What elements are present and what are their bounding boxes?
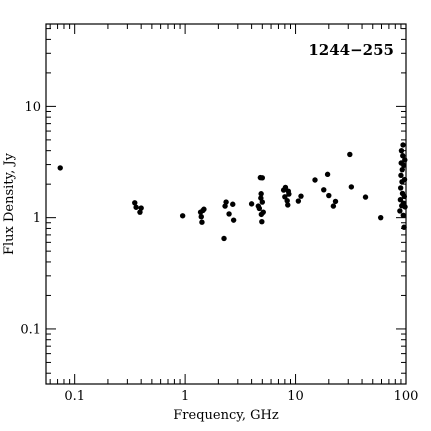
data-point [285,202,291,208]
data-point [295,198,302,204]
data-point [137,209,143,215]
data-point [230,217,237,223]
data-point [259,175,266,181]
data-point [133,204,139,210]
data-point [401,176,408,183]
data-point [298,193,304,199]
data-point [397,208,403,214]
data-point [348,184,355,190]
x-tick-label: 10 [287,389,304,404]
x-tick-label: 1 [181,389,189,404]
data-point [402,204,408,210]
y-tick-label: 10 [24,100,41,115]
data-point [399,166,405,173]
data-point [398,147,405,154]
data-point [286,191,292,197]
data-point [198,214,204,220]
data-point [226,211,232,217]
data-point [138,205,144,211]
data-point [259,199,266,205]
data-point [400,142,406,148]
data-point [256,205,263,212]
data-point [400,212,406,219]
data-point [132,200,138,206]
data-point [223,199,229,205]
data-point [324,171,331,178]
data-point [332,198,339,205]
data-point [282,194,288,200]
data-point [400,153,406,159]
data-point [230,201,236,207]
data-point [347,151,353,158]
data-point [258,191,264,197]
data-point [398,172,404,179]
y-axis-label: Flux Density, Jy [2,152,17,255]
data-point [377,214,384,221]
data-point [57,165,63,171]
data-point [282,184,289,191]
data-point [201,206,207,212]
data-point [401,193,407,200]
chart-title: 1244−255 [308,41,394,59]
data-point [401,224,407,230]
data-point [199,219,205,225]
data-point [259,218,265,225]
data-point [397,197,404,203]
data-point [321,187,327,193]
x-tick-label: 100 [394,389,419,404]
data-point [248,201,255,207]
data-point [362,194,369,200]
y-tick-label: 1 [33,211,41,226]
data-point [284,198,290,204]
data-point [402,157,408,163]
data-point [326,192,332,199]
data-point [260,209,266,215]
data-point [397,185,404,191]
data-point [401,162,407,169]
data-point [330,203,337,209]
x-tick-label: 0.1 [64,389,85,404]
data-point [312,177,318,183]
x-axis-label: Frequency, GHz [173,408,279,423]
data-point [221,235,227,242]
y-tick-label: 0.1 [20,322,41,337]
data-point [179,213,186,219]
